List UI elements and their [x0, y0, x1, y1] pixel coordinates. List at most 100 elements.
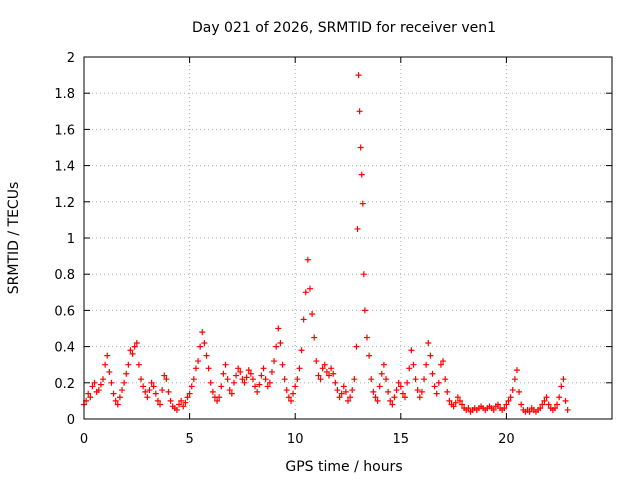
data-point: [395, 379, 402, 386]
data-point: [108, 379, 115, 386]
y-tick-label: 0.2: [54, 377, 75, 392]
data-point: [421, 376, 428, 383]
data-point: [233, 372, 240, 379]
data-point: [228, 390, 235, 397]
y-tick-label: 1.2: [54, 196, 75, 211]
data-point: [505, 397, 512, 404]
data-point: [347, 394, 354, 401]
data-point: [507, 394, 514, 401]
data-point: [364, 334, 371, 341]
data-point: [306, 285, 313, 292]
data-point: [321, 361, 328, 368]
data-point: [330, 370, 337, 377]
y-tick-label: 1.4: [54, 160, 75, 175]
data-point: [391, 394, 398, 401]
data-point: [366, 352, 373, 359]
data-point: [378, 370, 385, 377]
data-point: [241, 379, 248, 386]
data-point: [167, 397, 174, 404]
data-point: [275, 325, 282, 332]
data-point: [334, 387, 341, 394]
data-point: [216, 394, 223, 401]
data-point: [112, 397, 119, 404]
data-point: [554, 401, 561, 408]
data-point: [509, 387, 516, 394]
data-point: [296, 365, 303, 372]
data-point: [315, 372, 322, 379]
data-point: [414, 387, 421, 394]
data-point: [313, 358, 320, 365]
data-point: [180, 403, 187, 410]
data-point: [340, 383, 347, 390]
data-point: [230, 379, 237, 386]
data-point: [176, 401, 183, 408]
data-point: [433, 390, 440, 397]
data-point: [285, 394, 292, 401]
y-tick-label: 2: [67, 51, 75, 66]
data-point: [357, 144, 364, 151]
data-point: [410, 361, 417, 368]
data-point: [142, 388, 149, 395]
data-point: [558, 383, 565, 390]
data-point: [358, 171, 365, 178]
data-point: [256, 381, 263, 388]
data-point: [150, 383, 157, 390]
data-point: [442, 376, 449, 383]
data-point: [159, 387, 166, 394]
data-point: [135, 361, 142, 368]
data-point: [513, 367, 520, 374]
data-point: [144, 394, 151, 401]
data-point: [281, 376, 288, 383]
data-point: [537, 405, 544, 412]
data-point: [207, 379, 214, 386]
data-point: [425, 339, 432, 346]
data-point: [431, 383, 438, 390]
data-point: [292, 383, 299, 390]
data-point: [129, 350, 136, 357]
data-point: [328, 365, 335, 372]
data-point: [235, 365, 242, 372]
data-point: [309, 311, 316, 318]
data-point: [361, 307, 368, 314]
data-point: [87, 394, 94, 401]
data-point: [541, 397, 548, 404]
data-point: [359, 200, 366, 207]
data-point: [214, 397, 221, 404]
y-tick-label: 0.8: [54, 268, 75, 283]
data-point: [188, 383, 195, 390]
data-point: [102, 361, 109, 368]
data-point: [121, 379, 128, 386]
data-point: [385, 388, 392, 395]
data-point: [249, 376, 256, 383]
data-point: [440, 358, 447, 365]
data-point: [319, 365, 326, 372]
data-point: [368, 376, 375, 383]
data-point: [95, 387, 102, 394]
data-point: [545, 401, 552, 408]
data-point: [89, 383, 96, 390]
data-point: [435, 379, 442, 386]
data-point: [203, 352, 210, 359]
data-point: [304, 256, 311, 263]
data-point: [165, 388, 172, 395]
x-tick-label: 5: [185, 432, 193, 447]
data-point: [564, 406, 571, 413]
y-tick-label: 0.4: [54, 341, 75, 356]
data-point: [370, 388, 377, 395]
data-point: [209, 388, 216, 395]
data-point: [161, 372, 168, 379]
data-point: [273, 343, 280, 350]
data-point: [163, 376, 170, 383]
data-point: [543, 394, 550, 401]
data-point: [501, 405, 508, 412]
data-point: [85, 390, 92, 397]
data-point: [446, 397, 453, 404]
data-point: [444, 388, 451, 395]
data-point: [302, 289, 309, 296]
data-point: [298, 347, 305, 354]
data-point: [412, 376, 419, 383]
data-point: [526, 408, 533, 415]
data-point: [450, 403, 457, 410]
chart-title: Day 021 of 2026, SRMTID for receiver ven…: [192, 20, 496, 36]
